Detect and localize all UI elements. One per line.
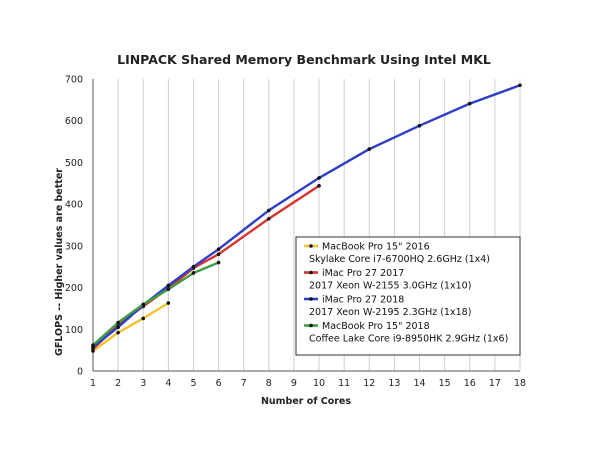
x-tick-label: 11 (338, 378, 350, 389)
series-1 (91, 301, 171, 353)
x-tick-label: 15 (439, 378, 451, 389)
x-tick-label: 8 (266, 378, 272, 389)
data-point (267, 216, 271, 221)
legend-series-name: MacBook Pro 15" 2018 (322, 321, 430, 332)
legend-series-detail: Skylake Core i7-6700HQ 2.6GHz (1x4) (309, 254, 490, 265)
y-tick-label: 500 (65, 158, 83, 169)
data-point (367, 147, 372, 151)
x-tick-label: 6 (216, 378, 222, 389)
data-point (216, 247, 221, 251)
x-tick-labels: 1 2 3 4 5 6 7 8 9 10 11 12 13 14 15 16 17 18 (90, 378, 526, 389)
data-series (91, 83, 522, 353)
data-point (116, 325, 120, 330)
data-point (417, 123, 422, 128)
data-point (166, 287, 171, 292)
data-point (166, 301, 171, 305)
data-point (116, 320, 120, 325)
data-point (267, 208, 271, 213)
data-point (467, 101, 472, 106)
y-tick-label: 200 (65, 283, 83, 294)
legend-series-detail: Coffee Lake Core i9-8950HK 2.9GHz (1x6) (309, 334, 508, 345)
x-tick-label: 16 (464, 378, 476, 389)
legend-marker (309, 323, 313, 328)
x-tick-label: 10 (313, 378, 325, 389)
data-point (216, 260, 221, 265)
x-tick-label: 17 (489, 378, 501, 389)
legend-series-detail: 2017 Xeon W-2195 2.3GHz (1x18) (309, 307, 471, 318)
data-point (191, 264, 196, 269)
data-point (518, 83, 522, 88)
data-point (116, 330, 120, 335)
y-tick-labels: 0 100 200 300 400 500 600 700 (65, 75, 83, 378)
data-point (166, 283, 171, 288)
legend-series-name: iMac Pro 27 2017 (322, 268, 404, 279)
x-tick-label: 12 (363, 378, 375, 389)
x-tick-label: 18 (514, 378, 526, 389)
x-tick-label: 7 (241, 378, 247, 389)
data-point (317, 176, 321, 180)
data-point (191, 271, 196, 275)
legend-series-name: iMac Pro 27 2018 (322, 295, 404, 306)
axes (92, 79, 520, 372)
legend-marker (309, 297, 313, 301)
legend-series-name: MacBook Pro 15" 2016 (322, 242, 430, 253)
x-tick-label: 1 (90, 378, 96, 389)
y-tick-label: 400 (65, 200, 83, 211)
series-4 (91, 260, 221, 347)
series-line (91, 301, 170, 353)
y-tick-label: 0 (77, 367, 83, 378)
y-tick-label: 100 (65, 325, 83, 336)
legend-box (295, 236, 521, 356)
legend-marker (309, 244, 313, 248)
legend-series-detail: 2017 Xeon W-2155 3.0GHz (1x10) (309, 281, 471, 292)
y-tick-label: 600 (65, 116, 83, 127)
y-axis-label: GFLOPS -- Higher values are better (54, 168, 65, 356)
series-line (91, 261, 220, 347)
x-axis-label: Number of Cores (261, 396, 351, 407)
data-point (317, 183, 321, 188)
data-point (141, 316, 146, 321)
chart-title: LINPACK Shared Memory Benchmark Using In… (117, 52, 491, 67)
y-tick-label: 700 (65, 75, 83, 86)
data-point (91, 343, 95, 347)
legend-marker (309, 270, 313, 275)
x-tick-label: 5 (190, 378, 196, 389)
x-tick-label: 14 (413, 378, 425, 389)
data-point (216, 252, 221, 256)
y-tick-label: 300 (65, 241, 83, 252)
x-tick-label: 2 (115, 378, 121, 389)
x-tick-label: 13 (388, 378, 400, 389)
x-tick-label: 3 (140, 378, 146, 389)
x-tick-label: 9 (291, 378, 297, 389)
data-point (141, 302, 146, 307)
x-tick-label: 4 (165, 378, 171, 389)
